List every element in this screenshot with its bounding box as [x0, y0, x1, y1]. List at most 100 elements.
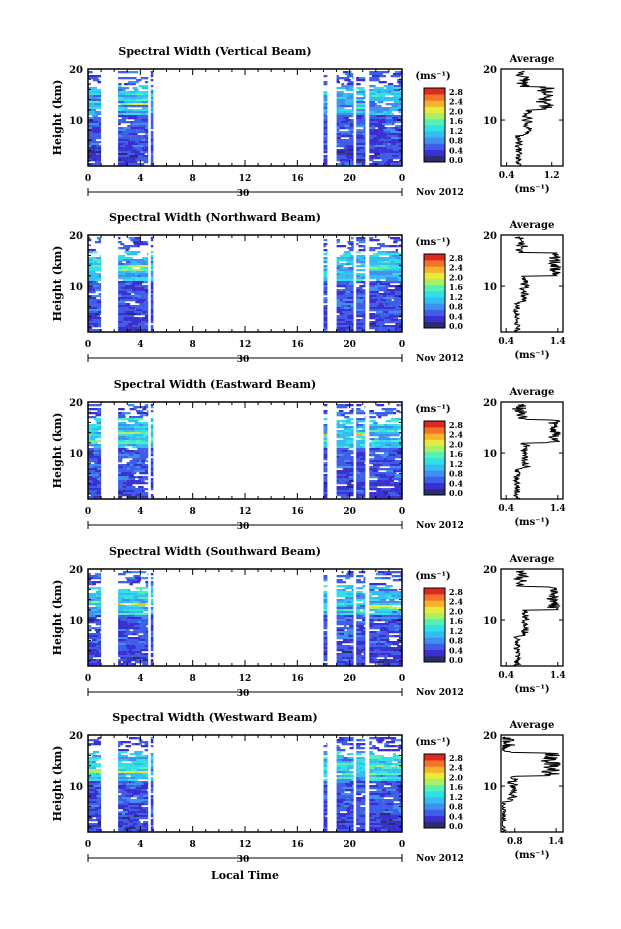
- heatmap-cell: [373, 771, 383, 774]
- heatmap-cell: [97, 81, 102, 84]
- heatmap-cell: [363, 329, 366, 332]
- heatmap-cell: [386, 251, 394, 254]
- heatmap-cell: [388, 779, 395, 782]
- heatmap-cell: [125, 595, 134, 598]
- heatmap-cell: [393, 470, 402, 473]
- heatmap-cell: [340, 817, 347, 820]
- heatmap-cell: [393, 803, 402, 806]
- heatmap-cell: [88, 301, 97, 304]
- heatmap-cell: [391, 418, 397, 421]
- heatmap-cell: [138, 767, 142, 770]
- heatmap-cell: [118, 496, 123, 499]
- heatmap-cell: [127, 480, 130, 483]
- heatmap-cell: [138, 155, 143, 158]
- heatmap-cell: [138, 123, 148, 126]
- heatmap-cells: [88, 237, 402, 332]
- heatmap-cell: [386, 496, 397, 499]
- heatmap-cell: [384, 643, 388, 646]
- colorbar-segment: [424, 321, 445, 329]
- heatmap-cell: [96, 643, 100, 646]
- colorbar-tick-label: 0.4: [449, 811, 463, 821]
- heatmap-cell: [134, 577, 142, 580]
- heatmap-cell: [150, 315, 154, 318]
- heatmap-cell: [323, 801, 328, 804]
- heatmap-cell: [347, 595, 354, 598]
- heatmap-cell: [325, 643, 328, 646]
- heatmap-cell: [356, 817, 366, 820]
- heatmap-cell: [88, 456, 92, 459]
- heatmap-cell: [323, 279, 328, 282]
- heatmap-cell: [118, 422, 127, 425]
- heatmap-cell: [356, 603, 364, 606]
- heatmap-cell: [377, 307, 382, 310]
- heatmap-cell: [131, 436, 137, 439]
- heatmap-cell: [377, 741, 383, 744]
- heatmap-cell: [150, 293, 154, 296]
- heatmap-cell: [376, 819, 381, 822]
- heatmap-cell: [376, 301, 388, 304]
- panel-1: Spectral Width (Vertical Beam)2010Height…: [51, 45, 564, 199]
- heatmap-cell: [118, 781, 129, 784]
- heatmap-cell: [344, 452, 354, 455]
- heatmap-cell: [118, 89, 123, 92]
- heatmap-cell: [150, 259, 154, 262]
- heatmap-cell: [386, 472, 397, 475]
- heatmap-cell: [397, 482, 402, 485]
- heatmap-cell: [336, 470, 348, 473]
- heatmap-cell: [347, 113, 354, 116]
- heatmap-cell: [356, 575, 364, 578]
- heatmap-cell: [374, 446, 384, 449]
- heatmap-cell: [382, 749, 392, 752]
- heatmap-cell: [359, 291, 364, 294]
- heatmap-cell: [150, 823, 154, 826]
- heatmap-cell: [369, 462, 376, 465]
- heatmap-cell: [336, 97, 347, 100]
- heatmap-cell: [323, 771, 328, 774]
- heatmap-cell: [356, 633, 366, 636]
- heatmap-cell: [380, 444, 386, 447]
- heatmap-cell: [323, 769, 328, 772]
- date-label: Nov 2012: [416, 354, 464, 364]
- colorbar-segment: [424, 470, 445, 477]
- heatmap-cell: [118, 825, 122, 828]
- heatmap-cell: [88, 815, 99, 818]
- heatmap-cell: [356, 480, 364, 483]
- heatmap-cell: [384, 484, 389, 487]
- heatmap-cell: [326, 745, 328, 748]
- date-label: Nov 2012: [416, 854, 464, 864]
- heatmap-cell: [129, 737, 138, 740]
- heatmap-cell: [336, 631, 346, 634]
- heatmap-cell: [88, 271, 93, 274]
- heatmap-cell: [356, 787, 362, 790]
- heatmap-cell: [93, 577, 102, 580]
- heatmap-cell: [361, 438, 366, 441]
- heatmap-cell: [339, 113, 348, 116]
- heatmap-cell: [323, 611, 328, 614]
- heatmap-cell: [88, 617, 97, 620]
- heatmap-cell: [139, 456, 149, 459]
- heatmap-cell: [121, 494, 133, 497]
- heatmap-cell: [122, 601, 131, 604]
- heatmap-cell: [88, 434, 92, 437]
- heatmap-cell: [134, 237, 140, 240]
- heatmap-cell: [345, 319, 353, 322]
- heatmap-cell: [362, 133, 366, 136]
- colorbar-segment: [424, 118, 445, 126]
- heatmap-cell: [323, 432, 328, 435]
- heatmap-cell: [118, 599, 122, 602]
- heatmap-cell: [342, 749, 346, 752]
- heatmap-cell: [340, 613, 352, 616]
- heatmap-cell: [127, 125, 134, 128]
- heatmap-cell: [342, 589, 346, 592]
- heatmap-cell: [384, 319, 391, 322]
- heatmap-cell: [91, 91, 102, 94]
- heatmap-cell: [383, 85, 394, 88]
- heatmap-cell: [323, 783, 328, 786]
- heatmap-cell: [394, 765, 398, 768]
- heatmap-cell: [118, 783, 122, 786]
- heatmap-cell: [386, 641, 396, 644]
- heatmap-cell: [369, 813, 377, 816]
- heatmap-cell: [150, 803, 154, 806]
- heatmap-cell: [362, 647, 366, 650]
- heatmap-cell: [363, 440, 366, 443]
